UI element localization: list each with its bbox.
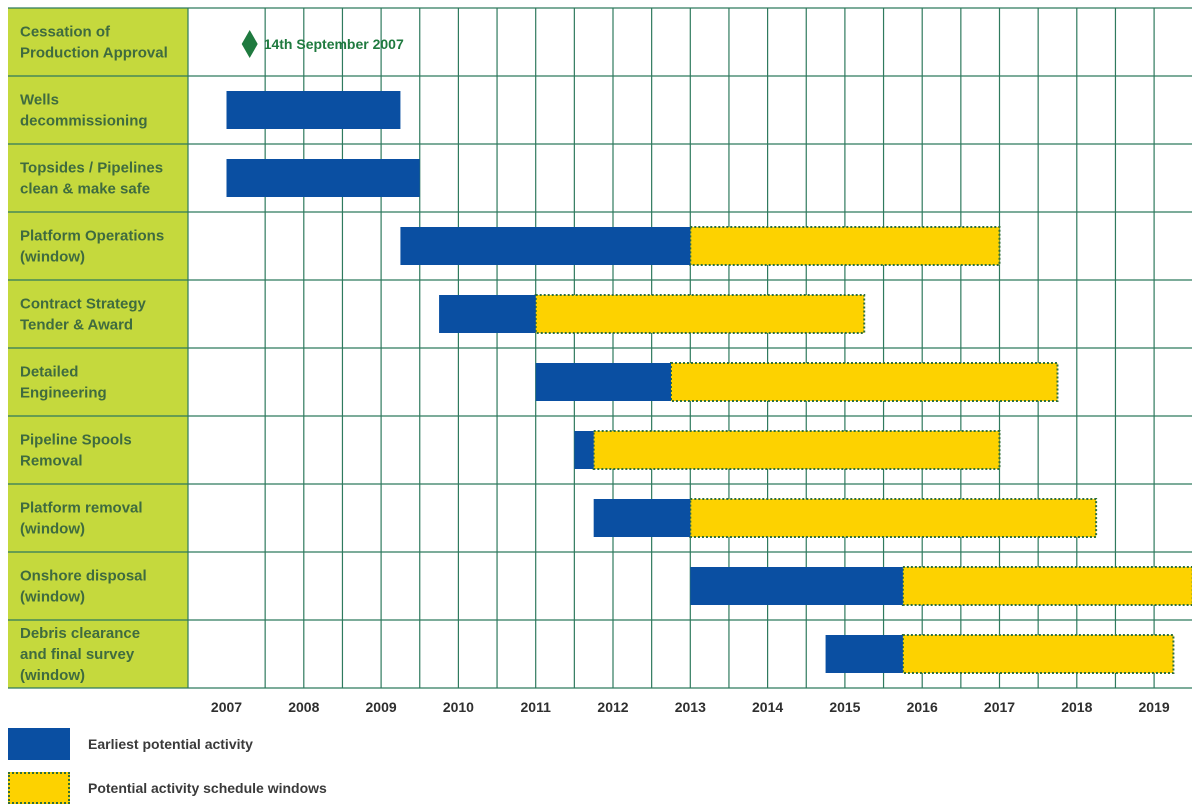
row-label-line: Removal bbox=[20, 453, 83, 470]
x-tick-label: 2013 bbox=[675, 699, 706, 715]
row-label-line: clean & make safe bbox=[20, 181, 150, 198]
window-bar bbox=[903, 635, 1174, 673]
row-label-line: (window) bbox=[20, 589, 85, 606]
earliest-bar bbox=[536, 363, 671, 401]
x-tick-label: 2009 bbox=[366, 699, 397, 715]
window-bar bbox=[536, 295, 865, 333]
row-label-line: Platform Operations bbox=[20, 228, 164, 245]
row-label-line: and final survey bbox=[20, 646, 135, 663]
row-label-line: (window) bbox=[20, 521, 85, 538]
milestone-diamond bbox=[242, 30, 258, 58]
bar-layer: 14th September 2007 bbox=[227, 30, 1192, 673]
row-label-line: Contract Strategy bbox=[20, 296, 147, 313]
row-label-line: Production Approval bbox=[20, 45, 168, 62]
legend-swatch-window bbox=[8, 772, 70, 804]
row-label-line: Wells bbox=[20, 92, 59, 109]
x-tick-label: 2011 bbox=[521, 699, 552, 715]
x-tick-label: 2018 bbox=[1061, 699, 1092, 715]
earliest-bar bbox=[227, 91, 401, 129]
x-axis-ticks: 2007 2008 2009 2010 2011 2012 2013 2014 2015 2016… bbox=[211, 699, 1170, 715]
row-label-line: Onshore disposal bbox=[20, 568, 147, 585]
row-label-line: (window) bbox=[20, 249, 85, 266]
window-bar bbox=[690, 499, 1096, 537]
x-tick-label: 2015 bbox=[829, 699, 860, 715]
legend-label-earliest: Earliest potential activity bbox=[88, 736, 253, 752]
window-bar bbox=[903, 567, 1192, 605]
x-tick-label: 2016 bbox=[907, 699, 938, 715]
window-bar bbox=[671, 363, 1058, 401]
row-label-line: Platform removal bbox=[20, 500, 143, 517]
x-tick-label: 2014 bbox=[752, 699, 783, 715]
x-tick-label: 2010 bbox=[443, 699, 474, 715]
row-label-line: Cessation of bbox=[20, 24, 111, 41]
earliest-bar bbox=[227, 159, 420, 197]
earliest-bar bbox=[439, 295, 536, 333]
row-label-line: Tender & Award bbox=[20, 317, 133, 334]
row-label-line: Topsides / Pipelines bbox=[20, 160, 163, 177]
milestone-label: 14th September 2007 bbox=[264, 36, 404, 52]
x-tick-label: 2007 bbox=[211, 699, 242, 715]
row-label-line: (window) bbox=[20, 667, 85, 684]
x-tick-label: 2012 bbox=[597, 699, 628, 715]
row-label-line: Engineering bbox=[20, 385, 107, 402]
row-label-line: decommissioning bbox=[20, 113, 148, 130]
earliest-bar bbox=[574, 431, 593, 469]
window-bar bbox=[690, 227, 999, 265]
earliest-bar bbox=[400, 227, 690, 265]
row-label-line: Detailed bbox=[20, 364, 78, 381]
x-tick-label: 2017 bbox=[984, 699, 1015, 715]
row-label-line: Pipeline Spools bbox=[20, 432, 132, 449]
earliest-bar bbox=[826, 635, 903, 673]
x-tick-label: 2019 bbox=[1139, 699, 1170, 715]
x-tick-label: 2008 bbox=[288, 699, 319, 715]
earliest-bar bbox=[594, 499, 691, 537]
window-bar bbox=[594, 431, 1000, 469]
legend-label-window: Potential activity schedule windows bbox=[88, 780, 327, 796]
row-label-line: Debris clearance bbox=[20, 625, 140, 642]
earliest-bar bbox=[690, 567, 903, 605]
legend-swatch-earliest bbox=[8, 728, 70, 760]
